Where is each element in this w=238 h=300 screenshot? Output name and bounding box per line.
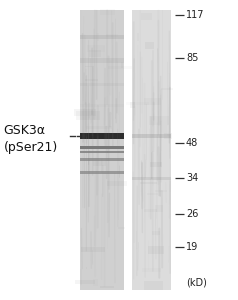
- Bar: [80, 83, 124, 86]
- Bar: [80, 10, 124, 290]
- Text: 48: 48: [186, 138, 198, 148]
- Bar: [144, 209, 158, 212]
- Bar: [85, 79, 98, 81]
- Bar: [144, 98, 161, 105]
- Bar: [142, 268, 161, 272]
- Bar: [149, 116, 169, 125]
- Bar: [121, 62, 123, 68]
- Bar: [154, 190, 167, 192]
- Text: 19: 19: [186, 242, 198, 252]
- Bar: [132, 177, 171, 180]
- Bar: [85, 66, 94, 68]
- Bar: [86, 126, 112, 129]
- Bar: [126, 102, 149, 105]
- Bar: [132, 10, 171, 290]
- Bar: [93, 279, 98, 286]
- Bar: [145, 42, 154, 49]
- Bar: [80, 35, 124, 39]
- Bar: [155, 205, 163, 212]
- Bar: [80, 146, 124, 149]
- Bar: [80, 158, 124, 160]
- Bar: [150, 162, 162, 167]
- Bar: [164, 133, 172, 139]
- Bar: [87, 46, 105, 52]
- Text: 26: 26: [186, 209, 198, 219]
- Bar: [147, 193, 158, 195]
- Bar: [76, 111, 100, 120]
- Bar: [144, 281, 163, 290]
- Bar: [86, 267, 87, 269]
- Bar: [100, 286, 114, 288]
- Bar: [148, 246, 164, 254]
- Bar: [141, 13, 152, 20]
- Text: (kD): (kD): [186, 277, 207, 287]
- Bar: [80, 151, 124, 153]
- Bar: [108, 66, 132, 69]
- Bar: [80, 104, 124, 106]
- Text: (pSer21): (pSer21): [4, 140, 58, 154]
- Bar: [74, 109, 95, 116]
- Bar: [140, 182, 157, 184]
- Bar: [80, 171, 124, 174]
- Bar: [81, 247, 105, 253]
- Bar: [132, 134, 171, 137]
- Bar: [107, 181, 127, 186]
- Text: 85: 85: [186, 53, 198, 63]
- Bar: [75, 280, 95, 284]
- Bar: [89, 50, 101, 57]
- Bar: [93, 161, 106, 166]
- Bar: [162, 88, 173, 90]
- Bar: [80, 133, 124, 139]
- Bar: [130, 102, 135, 108]
- Bar: [137, 33, 139, 41]
- Bar: [106, 34, 118, 37]
- Bar: [80, 58, 124, 63]
- Bar: [100, 9, 115, 15]
- Bar: [97, 33, 99, 40]
- Text: 117: 117: [186, 10, 204, 20]
- Bar: [118, 227, 125, 229]
- Bar: [161, 125, 167, 134]
- Text: GSK3α: GSK3α: [4, 124, 46, 137]
- Bar: [152, 231, 160, 235]
- Text: 34: 34: [186, 173, 198, 183]
